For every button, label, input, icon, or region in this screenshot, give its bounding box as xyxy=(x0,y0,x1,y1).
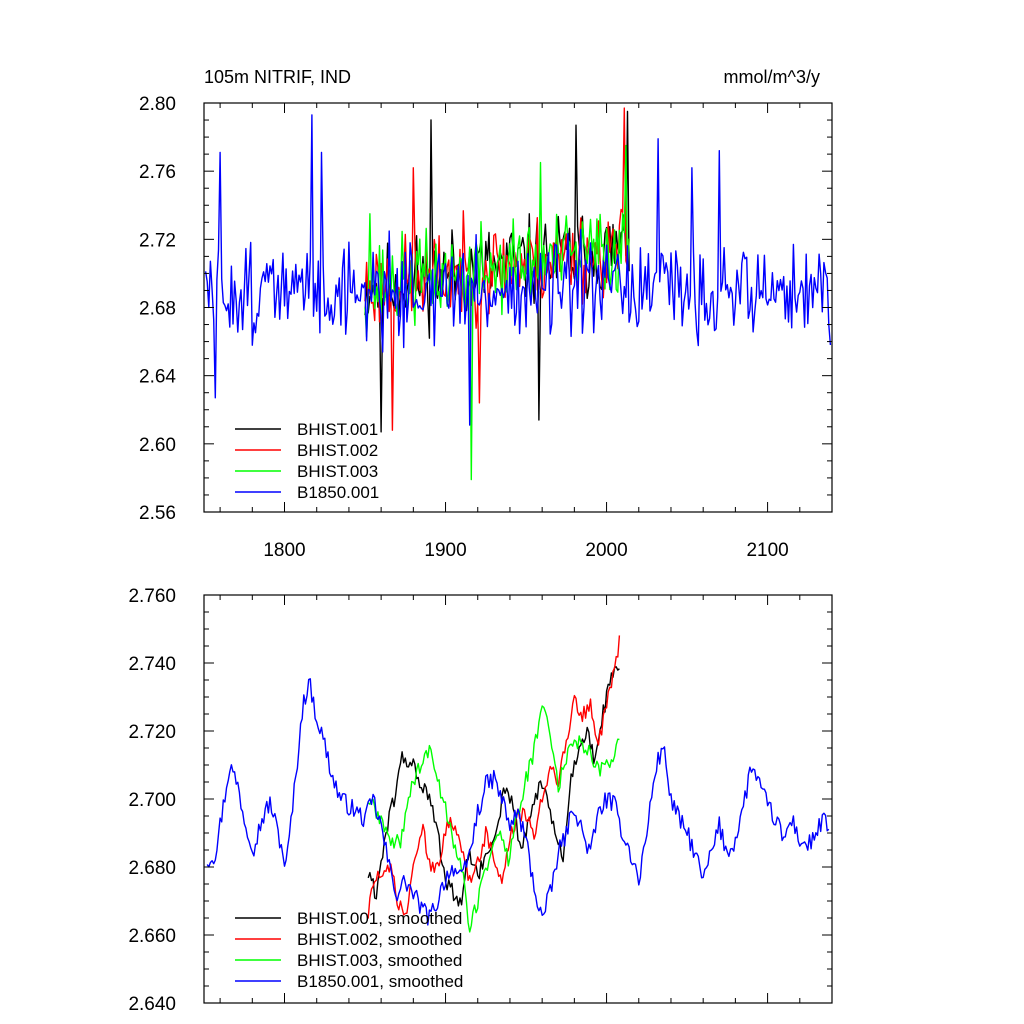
series-group xyxy=(204,107,832,481)
series-line-0 xyxy=(367,666,620,907)
series-line-3 xyxy=(206,678,830,926)
y-tick-label: 2.740 xyxy=(128,654,176,675)
top-panel: 2.56 2.60 2.64 2.68 2.72 2.76 2.80 1800 1900 2000… xyxy=(139,94,833,561)
legend-label-1: BHIST.002, smoothed xyxy=(297,930,462,949)
top-units: mmol/m^3/y xyxy=(724,67,820,87)
x-tick-label: 2100 xyxy=(746,540,788,561)
legend-label-1: BHIST.002 xyxy=(297,441,378,460)
y-tick-label: 2.640 xyxy=(128,994,176,1015)
y-tick-label: 2.660 xyxy=(128,926,176,947)
y-tick-label: 2.60 xyxy=(139,435,176,456)
y-tick-label: 2.64 xyxy=(139,367,176,388)
legend-label-2: BHIST.003, smoothed xyxy=(297,951,462,970)
top-title: 105m NITRIF, IND xyxy=(204,67,351,87)
x-tick-label: 1900 xyxy=(424,540,466,561)
y-tick-label: 2.80 xyxy=(139,94,176,115)
series-line-2 xyxy=(367,705,620,933)
series-line-3 xyxy=(204,114,832,426)
series-group xyxy=(206,635,830,933)
y-tick-label: 2.760 xyxy=(128,586,176,607)
y-tick-label: 2.720 xyxy=(128,722,176,743)
legend-label-2: BHIST.003 xyxy=(297,462,378,481)
legend-label-3: B1850.001, smoothed xyxy=(297,972,463,991)
y-tick-label: 2.700 xyxy=(128,790,176,811)
x-tick-label: 1800 xyxy=(263,540,305,561)
y-tick-label: 2.72 xyxy=(139,230,176,251)
y-tick-label: 2.680 xyxy=(128,858,176,879)
bottom-panel: 2.640 2.660 2.680 2.700 2.720 2.740 2.760 BHIST… xyxy=(128,586,833,1015)
y-tick-label: 2.56 xyxy=(139,503,176,524)
y-tick-label: 2.68 xyxy=(139,299,176,320)
y-tick-label: 2.76 xyxy=(139,162,176,183)
legend-label-3: B1850.001 xyxy=(297,483,379,502)
legend-label-0: BHIST.001 xyxy=(297,420,378,439)
legend-label-0: BHIST.001, smoothed xyxy=(297,909,462,928)
x-tick-label: 2000 xyxy=(585,540,627,561)
